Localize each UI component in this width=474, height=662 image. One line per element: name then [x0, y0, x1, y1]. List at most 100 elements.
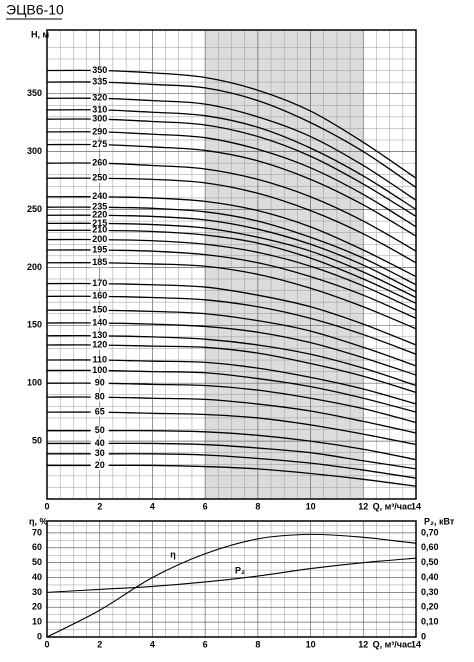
curve: [46, 533, 417, 638]
chart-title: ЭЦВ6-10: [6, 2, 64, 18]
curve-label: 130: [92, 330, 107, 340]
x-tick-label: 6: [203, 639, 208, 649]
curve-label-bg: [90, 426, 109, 436]
curve-label: 100: [92, 365, 107, 375]
curve-label: 170: [92, 278, 107, 288]
y-tick-label: 150: [27, 320, 42, 330]
y-tick-label: 0: [37, 631, 42, 641]
curve-label: 235: [92, 202, 107, 212]
y-tick-label: 60: [32, 542, 42, 552]
y-axis-title: η, %: [29, 516, 48, 526]
curve-label-bg: [90, 438, 109, 448]
curve-label-bg: [90, 140, 109, 150]
curve-label-bg: [90, 192, 109, 202]
curve-label-bg: [90, 235, 109, 245]
curve-label-bg: [90, 127, 109, 137]
curve-label-bg: [90, 355, 109, 365]
x-axis-title: Q, м³/час: [373, 501, 412, 511]
x-tick-label: 2: [97, 501, 102, 511]
curve-label: 290: [92, 126, 107, 136]
curve-label-bg: [90, 460, 109, 470]
curve-label: 260: [92, 158, 107, 168]
y-tick-label: 30: [32, 587, 42, 597]
curve-label-bg: [90, 258, 109, 268]
curve-label: 50: [95, 425, 105, 435]
y-tick-label: 10: [32, 617, 42, 627]
curve-label: 185: [92, 257, 107, 267]
curve-label: 300: [92, 114, 107, 124]
curve-label-bg: [90, 449, 109, 459]
curve-label: 65: [95, 407, 105, 417]
y-tick-label: 100: [27, 378, 42, 388]
curve-label: 90: [95, 378, 105, 388]
y2-tick-label: 0,50: [421, 557, 439, 567]
x-tick-label: 12: [358, 501, 368, 511]
curve-label-bg: [90, 331, 109, 341]
curve-label-bg: [90, 158, 109, 168]
curve-label: 240: [92, 191, 107, 201]
y2-axis-title: P₂, кВт: [424, 516, 455, 526]
curve-label-bg: [90, 218, 109, 228]
curve-label-bg: [90, 305, 109, 315]
curve-label-bg: [90, 114, 109, 124]
curve-label-bg: [90, 105, 109, 115]
curve-label: 350: [92, 65, 107, 75]
x-tick-label: 2: [97, 639, 102, 649]
y-tick-label: 40: [32, 572, 42, 582]
x-tick-label: 8: [255, 639, 260, 649]
x-tick-label: 6: [203, 501, 208, 511]
y-tick-label: 20: [32, 602, 42, 612]
y-tick-label: 300: [27, 146, 42, 156]
curve-label: 200: [92, 234, 107, 244]
y2-tick-label: 0,30: [421, 587, 439, 597]
x-tick-label: 14: [411, 501, 421, 511]
curve-label: 80: [95, 391, 105, 401]
curve-label-bg: [90, 407, 109, 417]
curve-label: 210: [92, 225, 107, 235]
y2-tick-label: 0,60: [421, 542, 439, 552]
y2-tick-label: 0,40: [421, 572, 439, 582]
curve-label-bg: [90, 365, 109, 375]
curve: [46, 557, 417, 593]
y2-tick-label: 0,70: [421, 527, 439, 537]
curve-label-bg: [90, 202, 109, 212]
x-tick-label: 0: [44, 639, 49, 649]
curve-label-bg: [90, 279, 109, 289]
curve-label-bg: [90, 77, 109, 87]
y-tick-label: 250: [27, 204, 42, 214]
curve-label-bg: [90, 392, 109, 402]
curve-label: 140: [92, 317, 107, 327]
curve-label: 310: [92, 104, 107, 114]
curve-label-bg: [90, 245, 109, 255]
y-tick-label: 200: [27, 262, 42, 272]
curve-label: 40: [95, 438, 105, 448]
x-tick-label: 10: [306, 501, 316, 511]
curve-label-bg: [90, 93, 109, 103]
curve-label: 120: [92, 339, 107, 349]
y-tick-label: 350: [27, 88, 42, 98]
curve-label: 275: [92, 139, 107, 149]
curve-label: 20: [95, 460, 105, 470]
curve-label-bg: [90, 210, 109, 220]
curve-label-bg: [90, 340, 109, 350]
curve-label: 110: [92, 354, 107, 364]
curve-label: 250: [92, 173, 107, 183]
x-axis-title: Q, м³/час: [373, 639, 412, 649]
y-tick-label: 50: [32, 435, 42, 445]
curve-label: 335: [92, 76, 107, 86]
curve-label-bg: [90, 66, 109, 76]
x-tick-label: 4: [150, 639, 155, 649]
x-tick-label: 12: [358, 639, 368, 649]
curve-label: 195: [92, 244, 107, 254]
curve-label-bg: [90, 173, 109, 183]
plot-frame: [46, 520, 417, 638]
x-tick-label: 10: [306, 639, 316, 649]
y2-tick-label: 0,10: [421, 617, 439, 627]
curve-label: 220: [92, 210, 107, 220]
x-tick-label: 0: [44, 501, 49, 511]
curve-label-bg: [90, 318, 109, 328]
curve-label: P₂: [235, 565, 245, 575]
y2-tick-label: 0,20: [421, 602, 439, 612]
x-tick-label: 8: [255, 501, 260, 511]
